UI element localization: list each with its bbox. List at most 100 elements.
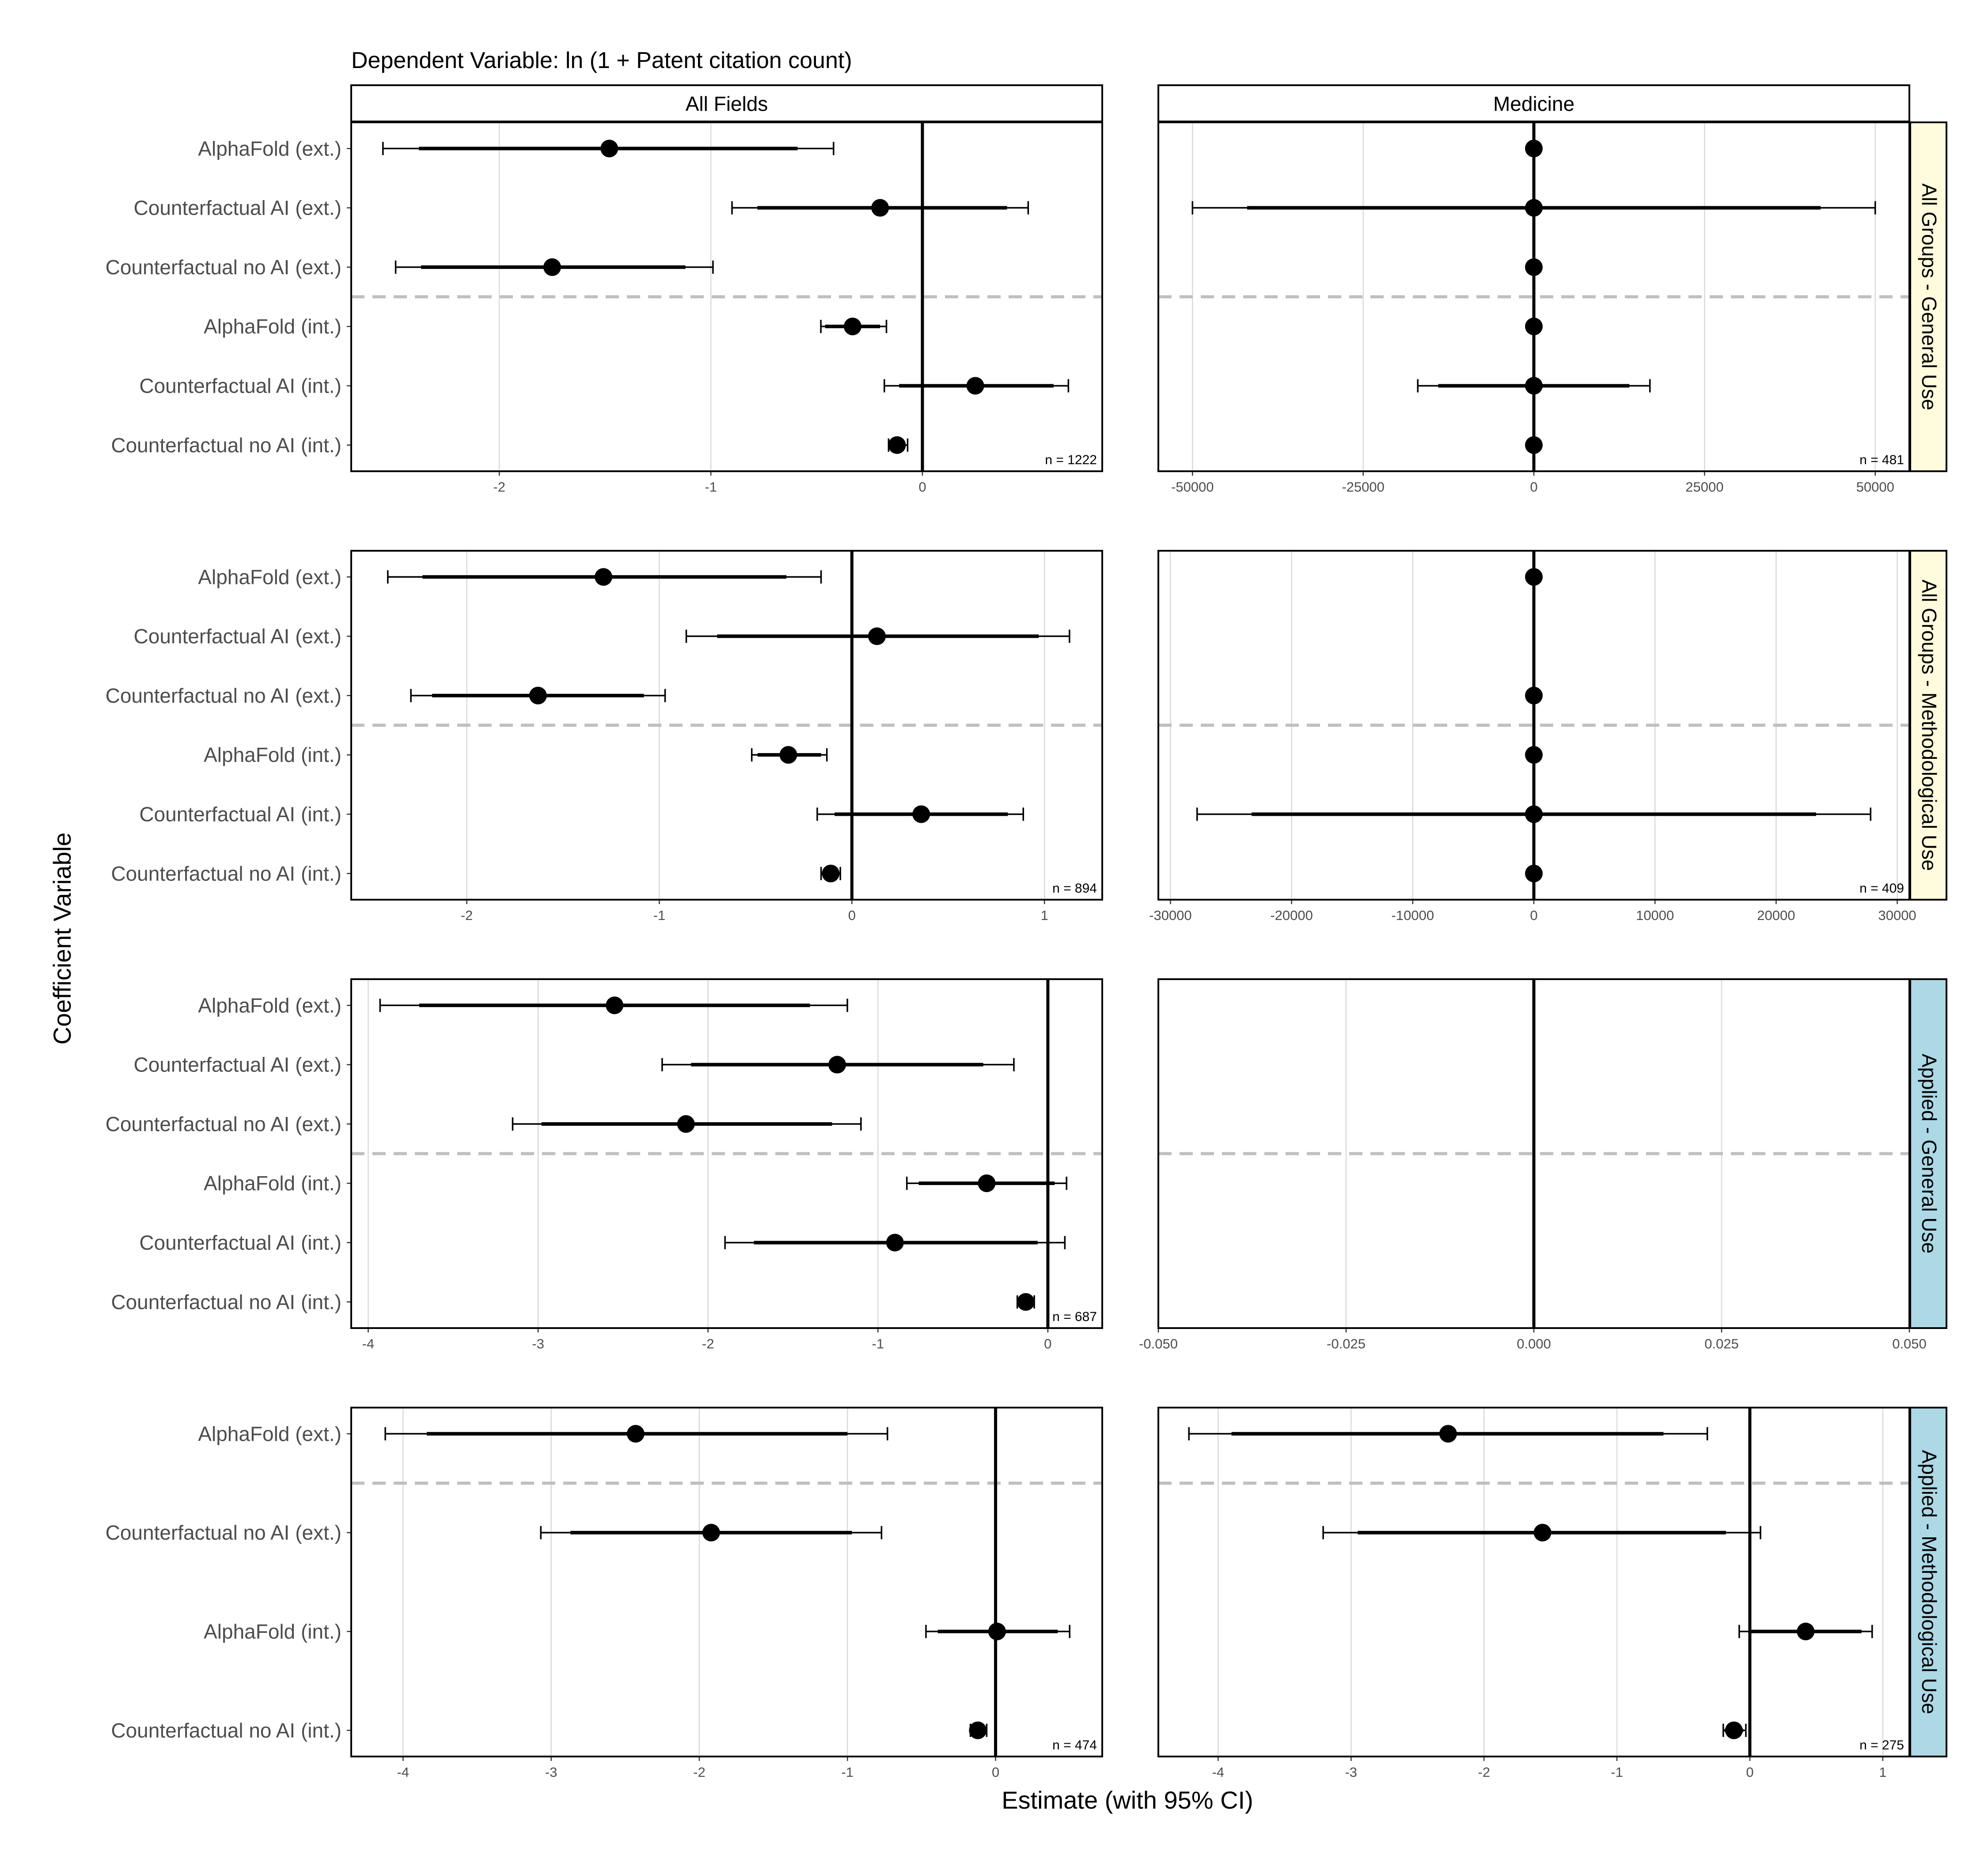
estimate-point (595, 568, 612, 586)
estimate-point (543, 258, 561, 276)
estimate-point (844, 318, 861, 335)
y-category-label: Counterfactual no AI (ext.) (106, 684, 341, 707)
x-tick-label: 20000 (1757, 908, 1795, 923)
panel-medicine-applied-general-use: -0.050 -0.025 0.000 0.025 0.050 (1139, 979, 1927, 1352)
x-tick-label: -20000 (1270, 908, 1313, 923)
estimate-point (888, 436, 906, 454)
x-tick-label: 0 (1530, 479, 1537, 495)
x-tick-label: 1 (1041, 908, 1048, 923)
x-tick-label: 0 (1530, 908, 1537, 923)
x-tick-label: 0 (992, 1764, 999, 1780)
y-category-label: Counterfactual no AI (int.) (111, 1291, 341, 1314)
x-tick-label: -2 (461, 908, 473, 923)
x-tick-label: 1 (1879, 1764, 1886, 1780)
x-tick-label: -25000 (1342, 479, 1385, 495)
y-category-label: AlphaFold (int.) (204, 1620, 341, 1643)
x-tick-label: 0.025 (1704, 1336, 1739, 1352)
estimate-point (1525, 568, 1543, 586)
y-category-label: Counterfactual no AI (ext.) (106, 1113, 341, 1136)
x-tick-label: 10000 (1636, 908, 1674, 923)
x-tick-label: -2 (702, 1336, 714, 1352)
estimate-point (1525, 377, 1543, 394)
x-tick-label: 0 (1044, 1336, 1051, 1352)
x-tick-label: -30000 (1149, 908, 1192, 923)
panel-medicine-applied-methodological-use: -4-3-2-101n = 275 (1158, 1408, 1909, 1780)
y-category-label: Counterfactual AI (ext.) (134, 1053, 341, 1076)
y-category-label: AlphaFold (int.) (204, 1172, 341, 1195)
estimate-point (988, 1623, 1006, 1640)
column-strip-label-medicine: Medicine (1493, 92, 1574, 115)
panel-medicine-all-groups-methodological-use: -30000-20000-100000100002000030000n = 40… (1149, 551, 1916, 923)
x-tick-label: -0.025 (1327, 1336, 1366, 1352)
row-strip-label-applied-general-use: Applied - General Use (1918, 1054, 1941, 1254)
estimate-point (600, 140, 618, 157)
estimate-point (912, 805, 930, 823)
y-category-label: Counterfactual no AI (int.) (111, 434, 341, 457)
estimate-point (1525, 318, 1543, 335)
figure-title: Dependent Variable: ln (1 + Patent citat… (351, 48, 852, 73)
y-category-label: AlphaFold (int.) (204, 743, 341, 766)
estimate-point (1797, 1623, 1814, 1640)
x-tick-label: -1 (653, 908, 666, 923)
y-category-label: AlphaFold (ext.) (198, 565, 341, 588)
x-tick-label: 0.050 (1892, 1336, 1927, 1352)
estimate-point (967, 377, 984, 394)
x-tick-label: -2 (693, 1764, 706, 1780)
estimate-point (1525, 199, 1543, 217)
estimate-point (1534, 1524, 1552, 1541)
y-category-label: AlphaFold (ext.) (198, 137, 341, 160)
x-tick-label: 30000 (1878, 908, 1916, 923)
row-strip-label-all-groups-general-use: All Groups - General Use (1918, 183, 1941, 410)
x-tick-label: 0 (918, 479, 926, 495)
x-tick-label: -1 (1611, 1764, 1623, 1780)
y-category-label: Counterfactual AI (ext.) (134, 625, 341, 648)
estimate-point (677, 1115, 695, 1133)
x-tick-label: -1 (841, 1764, 854, 1780)
x-tick-label: -1 (705, 479, 717, 495)
estimate-point (978, 1174, 995, 1192)
y-axis-title: Coefficient Variable (48, 833, 76, 1045)
estimate-point (1725, 1722, 1743, 1739)
y-category-label: Counterfactual AI (int.) (139, 803, 341, 825)
estimate-point (1525, 746, 1543, 764)
x-tick-label: -3 (532, 1336, 544, 1352)
y-category-label: Counterfactual no AI (int.) (111, 862, 341, 885)
estimate-point (1525, 140, 1543, 157)
estimate-point (606, 996, 623, 1014)
x-tick-label: -0.050 (1139, 1336, 1178, 1352)
sample-size-label: n = 894 (1052, 881, 1097, 896)
estimate-point (1525, 436, 1543, 454)
x-tick-label: 0 (848, 908, 856, 923)
y-category-label: Counterfactual AI (ext.) (134, 197, 341, 220)
panel-background (351, 1408, 1102, 1757)
x-tick-label: -4 (1212, 1764, 1225, 1780)
y-category-label: Counterfactual no AI (ext.) (106, 1521, 341, 1544)
estimate-point (886, 1234, 904, 1251)
y-category-label: Counterfactual AI (int.) (139, 1231, 341, 1254)
y-category-label: Counterfactual no AI (ext.) (106, 256, 341, 279)
estimate-point (1525, 805, 1543, 823)
row-strip-label-applied-methodological-use: Applied - Methodological Use (1918, 1450, 1941, 1714)
x-tick-label: -2 (1478, 1764, 1490, 1780)
estimate-point (1525, 687, 1543, 704)
estimate-point (1525, 258, 1543, 276)
sample-size-label: n = 275 (1859, 1738, 1904, 1753)
x-tick-label: 0.000 (1517, 1336, 1551, 1352)
estimate-point (871, 199, 889, 217)
y-category-label: Counterfactual no AI (int.) (111, 1719, 341, 1742)
estimate-point (702, 1524, 720, 1541)
y-category-label: Counterfactual AI (int.) (139, 374, 341, 397)
x-tick-label: -4 (397, 1764, 410, 1780)
x-tick-label: 50000 (1856, 479, 1894, 495)
x-tick-label: -3 (545, 1764, 558, 1780)
estimate-point (627, 1425, 645, 1442)
sample-size-label: n = 687 (1052, 1310, 1097, 1324)
estimate-point (1525, 865, 1543, 882)
panel-medicine-all-groups-general-use: -50000-2500002500050000n = 481 (1158, 122, 1909, 495)
estimate-point (822, 865, 839, 882)
y-category-label: AlphaFold (int.) (204, 315, 341, 338)
x-tick-label: -1 (872, 1336, 884, 1352)
panel-background (1158, 1408, 1909, 1757)
row-strip-label-all-groups-methodological-use: All Groups - Methodological Use (1918, 579, 1941, 871)
